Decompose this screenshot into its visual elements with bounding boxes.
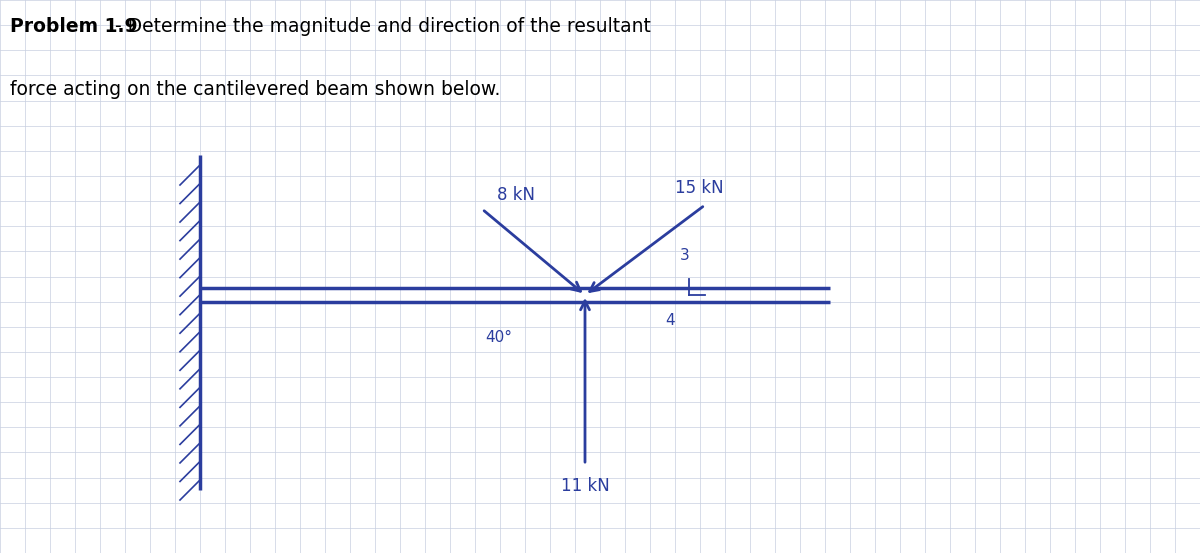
Text: 11 kN: 11 kN — [560, 477, 610, 495]
Text: 40°: 40° — [485, 330, 512, 345]
Text: 4: 4 — [665, 313, 674, 328]
Text: 3: 3 — [680, 248, 690, 263]
Text: 8 kN: 8 kN — [497, 186, 535, 204]
Text: Problem 1.9: Problem 1.9 — [10, 17, 137, 35]
Text: 15 kN: 15 kN — [674, 179, 724, 197]
Text: force acting on the cantilevered beam shown below.: force acting on the cantilevered beam sh… — [10, 80, 500, 99]
Text: - Determine the magnitude and direction of the resultant: - Determine the magnitude and direction … — [109, 17, 652, 35]
